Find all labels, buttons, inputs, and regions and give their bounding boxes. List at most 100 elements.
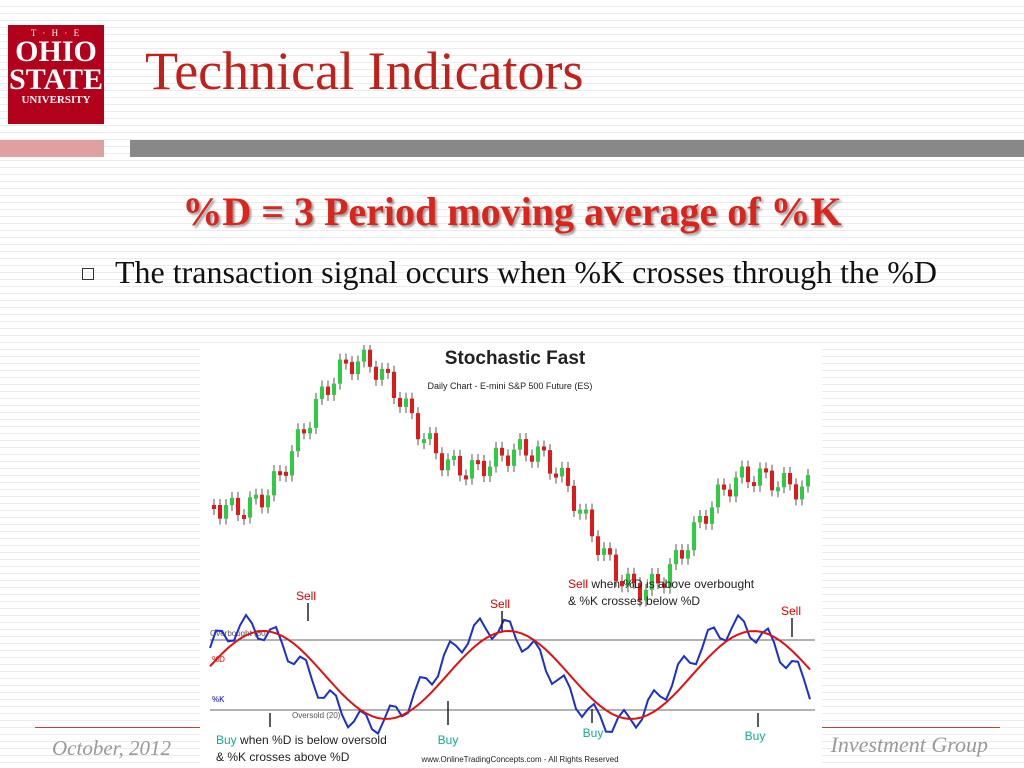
candle <box>392 371 396 398</box>
buy-label: Buy <box>745 729 766 743</box>
note: Buy when %D is below oversold <box>216 733 387 747</box>
candle <box>638 583 642 601</box>
line-label: %D <box>212 655 225 664</box>
note-text: when %D is below oversold <box>239 733 387 747</box>
candle <box>530 455 534 462</box>
candle <box>470 460 474 479</box>
candle <box>716 484 720 508</box>
candle <box>566 467 570 486</box>
candle <box>476 460 480 465</box>
candle <box>362 349 366 362</box>
note-keyword: Sell <box>568 577 588 591</box>
logo-text: STATE <box>9 63 103 96</box>
candle <box>536 446 540 462</box>
candle <box>272 471 276 496</box>
level-label: Oversold (20) <box>292 711 341 720</box>
candle <box>524 439 528 456</box>
candle <box>794 484 798 500</box>
candle <box>254 494 258 499</box>
candle <box>404 398 408 407</box>
candle <box>650 573 654 590</box>
candle <box>488 466 492 477</box>
candle <box>338 359 342 384</box>
candle <box>752 482 756 487</box>
candle <box>398 397 402 407</box>
logo-text: UNIVERSITY <box>21 94 91 106</box>
candle <box>290 451 294 476</box>
candle <box>344 359 348 364</box>
logo-text: OHIO <box>15 35 97 68</box>
candle <box>710 507 714 524</box>
candle <box>482 460 486 477</box>
sell-label: Sell <box>296 589 316 603</box>
candle <box>680 550 684 559</box>
candle <box>446 459 450 471</box>
candle <box>560 467 564 477</box>
candle <box>764 468 768 473</box>
candle <box>374 366 378 380</box>
candle <box>218 505 222 519</box>
note-text: when %D is above overbought <box>590 577 754 591</box>
candle <box>380 368 384 380</box>
candle <box>416 413 420 440</box>
note-text: & %K crosses above %D <box>216 750 350 764</box>
footer-date: October, 2012 <box>52 736 171 760</box>
bullet-text: The transaction signal occurs when %K cr… <box>115 254 937 290</box>
candle <box>542 446 546 451</box>
candle <box>626 573 630 587</box>
candle <box>410 398 414 414</box>
footer-org: Investment Group <box>830 732 988 757</box>
buy-label: Buy <box>583 726 604 740</box>
arrows <box>269 603 793 727</box>
figure-subtitle: Daily Chart - E-mini S&P 500 Future (ES) <box>428 381 593 391</box>
candle <box>284 471 288 476</box>
candle <box>242 514 246 519</box>
logo: T · H · E OHIO STATE UNIVERSITY <box>8 25 104 124</box>
candle <box>704 515 708 524</box>
candle <box>236 497 240 515</box>
buy-label: Buy <box>438 733 459 747</box>
candle <box>596 536 600 555</box>
accent-bar <box>130 140 1024 157</box>
candle <box>548 450 552 474</box>
candle <box>746 466 750 483</box>
candle <box>620 580 624 587</box>
candle <box>464 475 468 480</box>
slide-title: Technical Indicators <box>145 41 584 101</box>
subtitle: %D = 3 Period moving average of %K <box>182 189 842 234</box>
d-line <box>209 629 811 721</box>
candle <box>788 472 792 485</box>
candle <box>602 548 606 555</box>
k-line <box>209 613 811 736</box>
candle <box>506 455 510 466</box>
candle <box>296 429 300 452</box>
candle <box>356 361 360 375</box>
candle <box>554 473 558 478</box>
candle <box>776 487 780 492</box>
candle <box>656 573 660 584</box>
candle <box>644 589 648 601</box>
candle <box>500 447 504 456</box>
candle <box>758 468 762 486</box>
candle <box>770 470 774 491</box>
candle <box>260 494 264 508</box>
candle <box>806 475 810 487</box>
figure-title: Stochastic Fast <box>445 348 586 369</box>
candle <box>494 447 498 467</box>
credit: www.OnlineTradingConcepts.com - All Righ… <box>420 755 618 764</box>
note-keyword: Buy <box>216 733 237 747</box>
candle <box>386 368 390 373</box>
candle <box>662 583 666 588</box>
candle <box>320 386 324 399</box>
candle <box>428 433 432 440</box>
level-label: Overbought (80) <box>210 629 269 638</box>
candle <box>302 429 306 434</box>
candle <box>740 466 744 478</box>
candle <box>698 515 702 523</box>
candle <box>728 489 732 497</box>
candle <box>434 433 438 454</box>
candle <box>800 486 804 500</box>
sell-label: Sell <box>490 597 510 611</box>
bullet-box <box>82 268 94 280</box>
note-text: & %K crosses below %D <box>568 594 700 608</box>
